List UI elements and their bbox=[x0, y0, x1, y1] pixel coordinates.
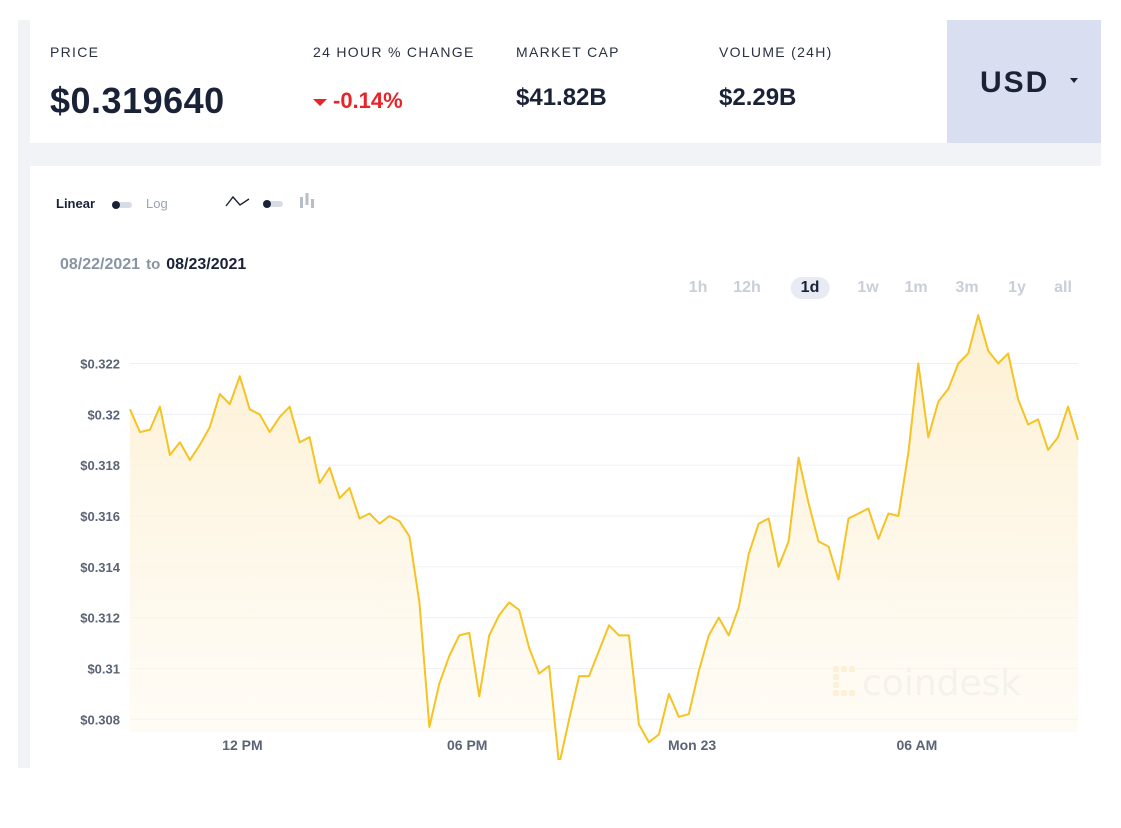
currency-label: USD bbox=[980, 66, 1050, 99]
date-to: 08/23/2021 bbox=[166, 256, 247, 273]
range-3m[interactable]: 3m bbox=[955, 279, 979, 296]
date-range: 08/22/2021 to 08/23/2021 bbox=[60, 256, 246, 274]
x-tick-label: 06 PM bbox=[447, 737, 487, 753]
caret-down-icon bbox=[1070, 78, 1078, 83]
range-1w[interactable]: 1w bbox=[857, 279, 879, 296]
x-axis: 12 PM 06 PM Mon 23 06 AM bbox=[222, 737, 937, 753]
currency-dropdown[interactable]: USD bbox=[947, 20, 1101, 143]
x-tick-label: 06 AM bbox=[897, 737, 938, 753]
range-1y[interactable]: 1y bbox=[1008, 279, 1026, 296]
line-chart-icon[interactable] bbox=[225, 194, 251, 208]
switch-knob bbox=[112, 201, 120, 209]
y-tick-label: $0.32 bbox=[87, 407, 120, 422]
switch-knob bbox=[263, 200, 271, 208]
linear-label[interactable]: Linear bbox=[56, 196, 96, 211]
chart-style-switch[interactable] bbox=[263, 200, 283, 208]
change-label: 24 HOUR % CHANGE bbox=[313, 44, 475, 60]
x-tick-label: 12 PM bbox=[222, 737, 262, 753]
y-tick-label: $0.316 bbox=[80, 509, 120, 524]
candlestick-icon[interactable] bbox=[299, 192, 315, 210]
volume-label: VOLUME (24H) bbox=[719, 44, 833, 60]
y-tick-label: $0.314 bbox=[80, 560, 121, 575]
y-tick-label: $0.31 bbox=[87, 661, 120, 676]
y-axis: $0.322 $0.32 $0.318 $0.316 $0.314 $0.312 $0.31… bbox=[80, 357, 121, 728]
date-from: 08/22/2021 bbox=[60, 256, 141, 273]
price-value: $0.319640 bbox=[50, 80, 225, 121]
log-label[interactable]: Log bbox=[146, 196, 168, 211]
market-cap-value: $41.82B bbox=[516, 84, 607, 111]
scale-switch[interactable] bbox=[112, 201, 132, 209]
range-1h[interactable]: 1h bbox=[688, 279, 708, 296]
y-tick-label: $0.322 bbox=[80, 357, 120, 372]
price-label: PRICE bbox=[50, 44, 100, 60]
volume-value: $2.29B bbox=[719, 84, 797, 111]
stats-bar: PRICE $0.319640 24 HOUR % CHANGE -0.14% … bbox=[30, 20, 947, 143]
range-1m[interactable]: 1m bbox=[904, 279, 928, 296]
change-value: -0.14% bbox=[333, 88, 403, 113]
change-value-row: -0.14% bbox=[313, 88, 403, 114]
range-12h[interactable]: 12h bbox=[733, 279, 761, 296]
range-1d[interactable]: 1d bbox=[790, 277, 830, 299]
down-arrow-icon bbox=[313, 98, 327, 106]
date-to-word: to bbox=[146, 256, 161, 273]
range-all[interactable]: all bbox=[1054, 279, 1072, 296]
y-tick-label: $0.312 bbox=[80, 611, 120, 626]
price-line bbox=[129, 314, 1079, 760]
price-chart[interactable]: coindesk $0.322$0.32$0.318$0.316$0.314$0… bbox=[30, 300, 1090, 760]
y-tick-label: $0.308 bbox=[80, 712, 120, 727]
x-tick-label: Mon 23 bbox=[668, 737, 716, 753]
price-area bbox=[130, 315, 1078, 760]
market-cap-label: MARKET CAP bbox=[516, 44, 620, 60]
y-tick-label: $0.318 bbox=[80, 458, 120, 473]
